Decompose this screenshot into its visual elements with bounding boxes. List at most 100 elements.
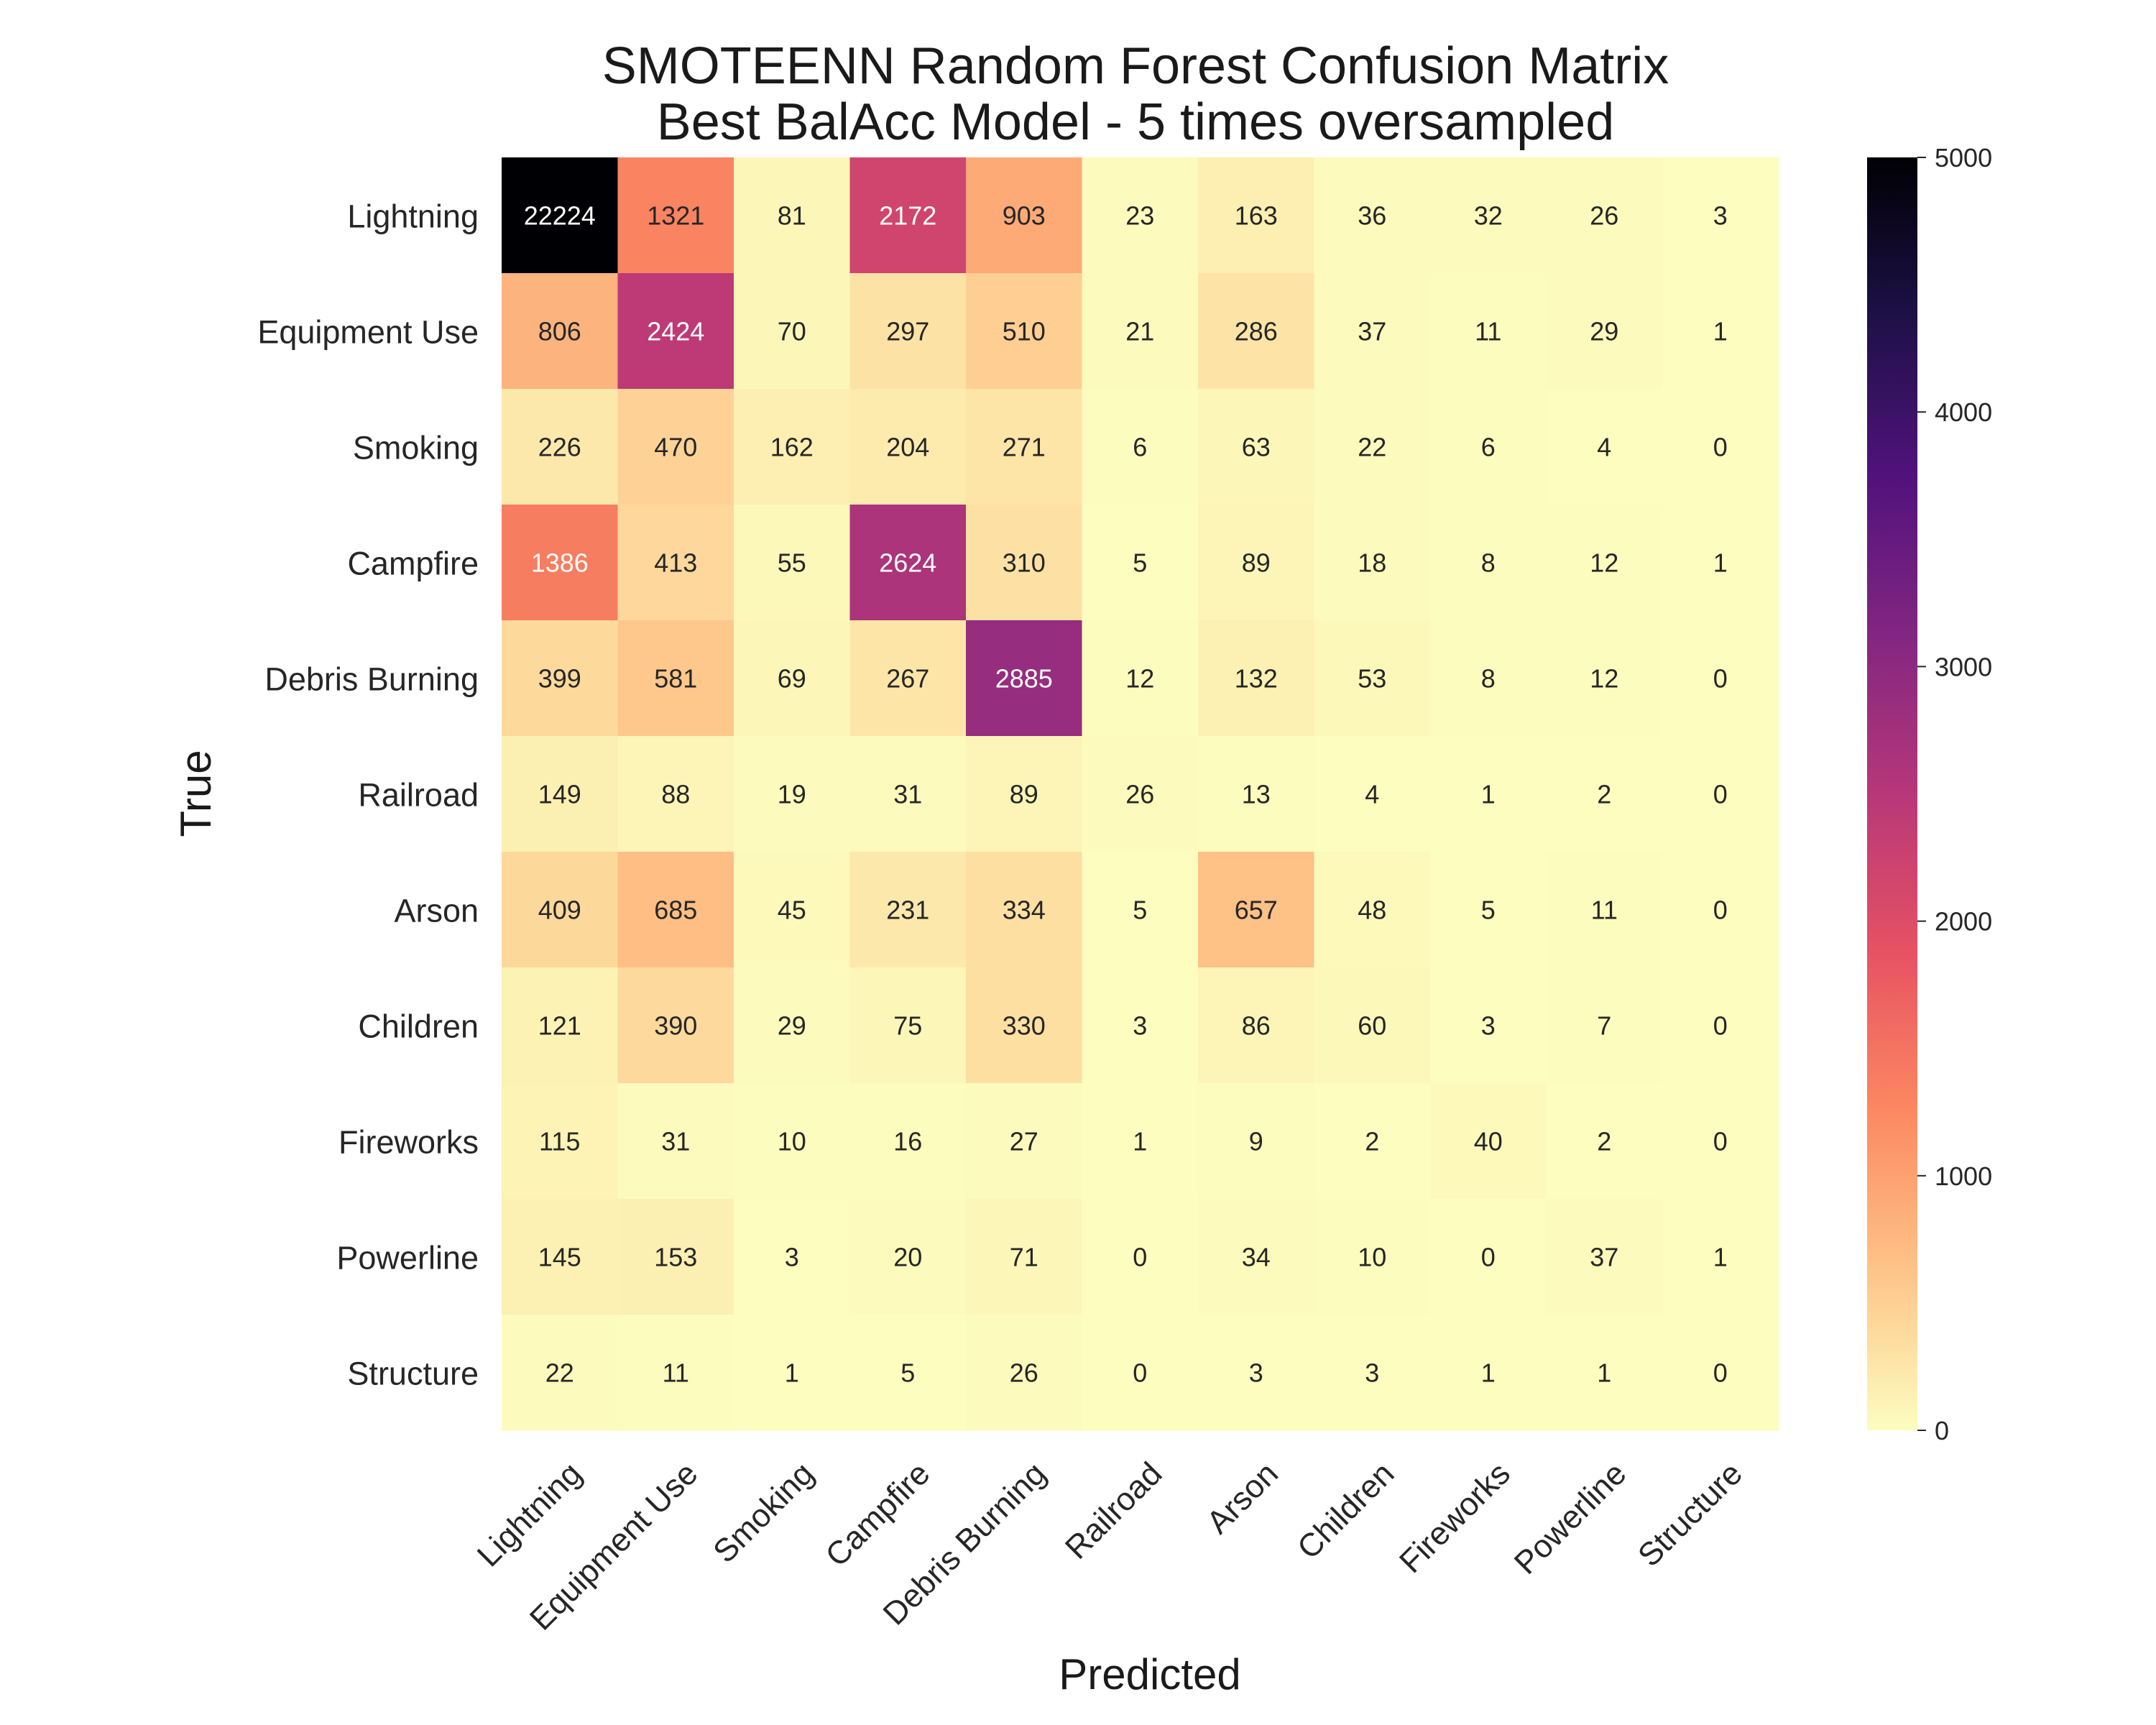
heatmap-cell [849, 736, 967, 852]
heatmap-cell [1198, 852, 1315, 968]
cell-value-label: 48 [1358, 896, 1386, 925]
heatmap-cell [1546, 505, 1663, 621]
heatmap-cell [1082, 1199, 1199, 1315]
cell-value-label: 22 [545, 1358, 574, 1388]
cell-value-label: 510 [1003, 317, 1046, 346]
cell-value-label: 297 [886, 317, 929, 346]
cell-value-label: 2 [1365, 1127, 1379, 1156]
heatmap-cell [849, 157, 967, 274]
x-axis-label: Predicted [1059, 1650, 1240, 1698]
cell-value-label: 204 [886, 433, 929, 462]
heatmap-cell [849, 273, 967, 390]
cell-value-label: 1 [1481, 1358, 1496, 1388]
heatmap-cell [734, 273, 851, 390]
cell-value-label: 3 [1481, 1011, 1496, 1041]
cell-value-label: 53 [1358, 664, 1386, 694]
cell-value-label: 81 [778, 201, 806, 231]
heatmap-cell [734, 505, 851, 621]
cell-value-label: 163 [1235, 201, 1278, 231]
cell-value-label: 63 [1242, 433, 1271, 462]
colorbar-tick-label: 1000 [1935, 1162, 1992, 1191]
heatmap-cell [617, 505, 734, 621]
heatmap-cells [502, 157, 1779, 1431]
row-tick-label: Smoking [353, 430, 479, 466]
cell-value-label: 5 [1481, 896, 1496, 925]
cell-value-label: 1321 [647, 201, 704, 231]
cell-value-label: 0 [1713, 896, 1728, 925]
cell-value-label: 231 [886, 896, 929, 925]
cell-value-label: 162 [770, 433, 814, 462]
heatmap-cell [1198, 736, 1315, 852]
cell-value-label: 19 [778, 780, 806, 809]
heatmap-cell [1198, 273, 1315, 390]
cell-value-label: 0 [1713, 664, 1728, 694]
cell-value-label: 7 [1597, 1011, 1611, 1041]
cell-value-label: 409 [538, 896, 581, 925]
cell-value-label: 75 [893, 1011, 922, 1041]
cell-value-label: 121 [538, 1011, 581, 1041]
cell-value-label: 1 [785, 1358, 799, 1388]
cell-value-label: 3 [1713, 201, 1728, 231]
heatmap-cell [1546, 967, 1663, 1084]
y-axis-label: True [172, 750, 220, 837]
cell-value-label: 9 [1249, 1127, 1263, 1156]
heatmap-cell [966, 967, 1083, 1084]
heatmap-cell [1314, 620, 1431, 737]
heatmap-cell [1198, 1199, 1315, 1315]
cell-value-label: 55 [778, 548, 806, 578]
cell-value-label: 10 [1358, 1243, 1386, 1272]
cell-value-label: 26 [1010, 1358, 1038, 1388]
cell-value-label: 2624 [879, 548, 936, 578]
cell-value-label: 18 [1358, 548, 1386, 578]
heatmap-cell [1430, 852, 1547, 968]
row-tick-label: Structure [347, 1356, 479, 1392]
cell-value-label: 0 [1133, 1243, 1147, 1272]
row-tick-label: Railroad [358, 777, 479, 814]
cell-value-label: 0 [1713, 433, 1728, 462]
cell-value-label: 26 [1590, 201, 1618, 231]
cell-value-label: 60 [1358, 1011, 1386, 1041]
colorbar-gradient [1867, 157, 1917, 1430]
row-tick-label: Debris Burning [264, 661, 479, 698]
row-tick-label: Equipment Use [257, 314, 479, 351]
cell-value-label: 1 [1713, 317, 1728, 346]
heatmap-cell [1082, 157, 1199, 274]
cell-value-label: 26 [1125, 780, 1154, 809]
heatmap-cell [734, 1083, 851, 1200]
col-tick-label: Fireworks [1392, 1455, 1517, 1580]
cell-value-label: 153 [654, 1243, 697, 1272]
cell-value-label: 6 [1481, 433, 1496, 462]
chart-subtitle: Best BalAcc Model - 5 times oversampled [656, 93, 1615, 151]
heatmap-cell [1662, 736, 1779, 852]
heatmap-cell [1082, 967, 1199, 1084]
cell-value-label: 1386 [531, 548, 589, 578]
heatmap-cell [1082, 736, 1199, 852]
heatmap-cell [502, 1315, 619, 1431]
cell-value-label: 4 [1597, 433, 1611, 462]
heatmap-cell [734, 852, 851, 968]
heatmap-cell [849, 1083, 967, 1200]
cell-value-label: 86 [1242, 1011, 1271, 1041]
cell-value-label: 89 [1010, 780, 1038, 809]
heatmap-cell [734, 620, 851, 737]
row-tick-label: Campfire [347, 546, 479, 582]
heatmap-cell [1430, 505, 1547, 621]
cell-value-label: 12 [1590, 664, 1618, 694]
heatmap-cell [734, 1199, 851, 1315]
heatmap-cell [617, 273, 734, 390]
col-tick-label: Lightning [470, 1455, 589, 1573]
cell-value-label: 0 [1133, 1358, 1147, 1388]
cell-value-label: 413 [654, 548, 697, 578]
cell-value-label: 1 [1481, 780, 1496, 809]
cell-value-label: 22224 [524, 201, 596, 231]
heatmap-cell [734, 157, 851, 274]
heatmap-cell [1662, 389, 1779, 505]
cell-value-label: 3 [1365, 1358, 1379, 1388]
heatmap-cell [1314, 1199, 1431, 1315]
row-tick-label: Children [358, 1008, 479, 1045]
heatmap-cell [1546, 1315, 1663, 1431]
col-tick-label: Arson [1199, 1455, 1285, 1540]
heatmap-cell [1546, 736, 1663, 852]
heatmap-cell [1082, 620, 1199, 737]
heatmap-cell [1198, 1083, 1315, 1200]
